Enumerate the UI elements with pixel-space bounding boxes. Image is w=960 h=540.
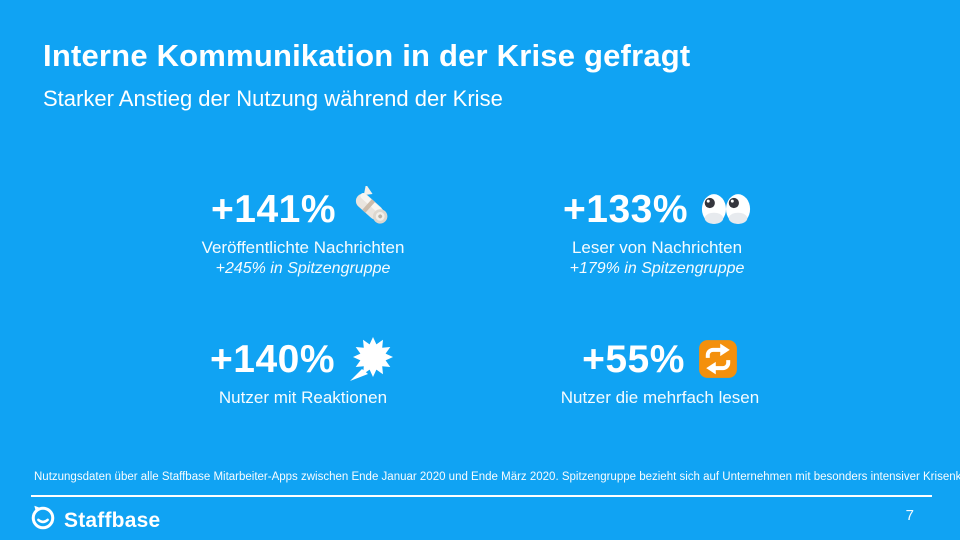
stat-repeat-readers: +55% Nutzer die mehrfach lesen	[460, 334, 860, 408]
stat-published-messages: +141% Veröffentlichte Nachrichten +245% …	[103, 184, 503, 278]
stat-value: +141%	[210, 187, 337, 231]
rolled-newspaper-emoji-icon	[349, 186, 395, 232]
stat-label: Nutzer die mehrfach lesen	[560, 388, 760, 407]
stat-sublabel: +245% in Spitzengruppe	[215, 260, 391, 277]
stat-readers: +133% Leser von Nachrichten +179% in Spi…	[457, 184, 857, 278]
stat-label: Leser von Nachrichten	[571, 238, 743, 257]
stat-value: +133%	[562, 187, 689, 231]
stat-reactions: +140% Nutzer mit Reaktionen	[103, 334, 503, 408]
stat-value-row: +55%	[460, 334, 860, 384]
page-number: 7	[905, 507, 914, 524]
staffbase-logo-text: Staffbase	[64, 508, 161, 532]
eyes-emoji-icon	[701, 192, 751, 226]
staffbase-logo-icon	[30, 505, 56, 536]
slide-title: Interne Kommunikation in der Krise gefra…	[43, 38, 691, 73]
repeat-arrows-emoji-icon	[698, 339, 738, 379]
stat-label: Nutzer mit Reaktionen	[218, 388, 388, 407]
stat-value-row: +140%	[103, 334, 503, 384]
staffbase-logo: Staffbase	[30, 505, 160, 536]
stat-value: +55%	[582, 337, 685, 381]
footer-divider	[31, 495, 932, 497]
stat-label: Veröffentlichte Nachrichten	[201, 238, 405, 257]
footnote: Nutzungsdaten über alle Staffbase Mitarb…	[34, 471, 960, 483]
stat-value: +140%	[209, 337, 336, 381]
stat-value-row: +133%	[457, 184, 857, 234]
stat-sublabel: +179% in Spitzengruppe	[569, 260, 745, 277]
stat-value-row: +141%	[103, 184, 503, 234]
burst-speech-bubble-emoji-icon	[348, 335, 396, 383]
slide-subtitle: Starker Anstieg der Nutzung während der …	[43, 86, 503, 111]
